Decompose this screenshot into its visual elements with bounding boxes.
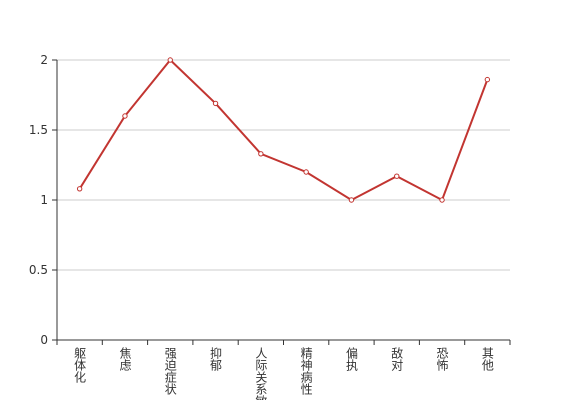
x-tick-label: 焦虑 [118, 347, 132, 371]
x-tick-label: 人际关系敏感 [254, 347, 268, 400]
point [212, 100, 219, 107]
point [484, 76, 491, 83]
point [258, 151, 264, 157]
point [122, 113, 128, 119]
point [167, 57, 173, 63]
x-tick-label: 躯体化 [73, 346, 87, 384]
y-tick-label: 0.5 [29, 263, 48, 277]
point [394, 173, 400, 179]
point [439, 197, 445, 203]
point [348, 197, 355, 203]
x-tick-label: 恐怖 [435, 347, 449, 371]
x-tick-label: 偏执 [344, 346, 358, 372]
y-tick-label: 0 [40, 333, 48, 347]
x-tick-label: 抑郁 [209, 346, 223, 372]
x-tick-label: 其他 [480, 347, 494, 371]
x-tick-label: 精神病性 [299, 347, 313, 396]
point [303, 169, 309, 175]
x-tick-label: 敌对 [390, 346, 404, 371]
line [78, 58, 489, 202]
y-tick-label: 1.5 [29, 123, 48, 137]
y-tick-label: 1 [40, 193, 48, 207]
y-tick-label: 2 [40, 53, 48, 67]
x-tick-label: 强迫症状 [163, 347, 177, 395]
point [76, 186, 83, 192]
